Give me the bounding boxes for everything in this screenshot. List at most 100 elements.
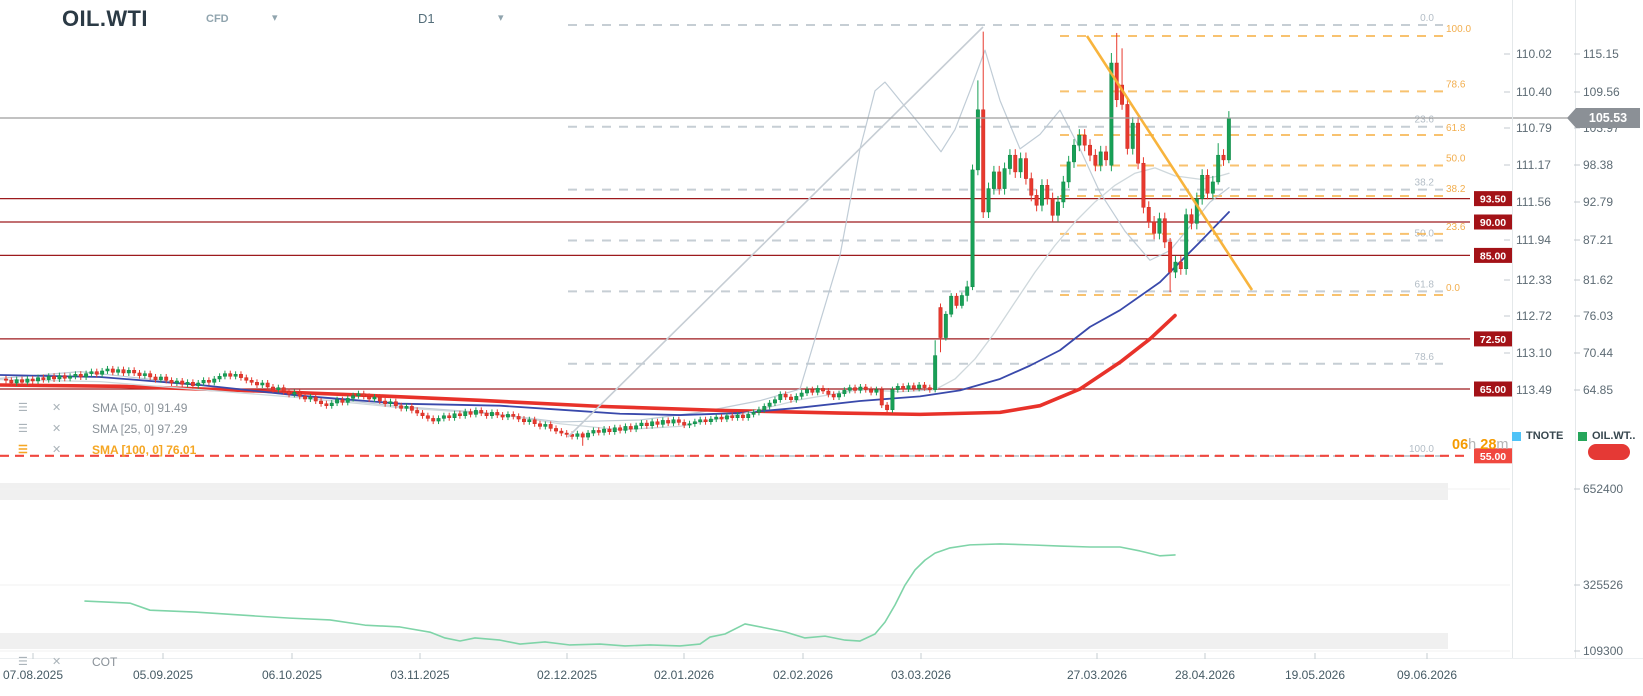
instrument-dropdown-caret-icon[interactable]: ▾	[272, 12, 278, 24]
candle	[730, 415, 735, 418]
candle	[377, 396, 382, 402]
price-level-tag[interactable]	[1474, 247, 1512, 263]
candle	[1141, 162, 1146, 208]
candle	[805, 389, 809, 394]
candle	[511, 414, 516, 417]
candle	[132, 370, 137, 374]
candle	[255, 382, 259, 386]
date-label: 03.11.2025	[390, 668, 449, 682]
tnote-series-legend[interactable]: TNOTE	[1512, 430, 1563, 442]
candle	[1072, 144, 1076, 163]
tnote-series-label: TNOTE	[1526, 430, 1564, 442]
price-level-tag[interactable]	[1474, 214, 1512, 230]
candle	[1162, 218, 1167, 243]
candle	[1050, 198, 1055, 216]
candle	[206, 380, 211, 383]
price-level-tag[interactable]	[1474, 381, 1512, 397]
candle	[62, 375, 67, 379]
price-level-tag[interactable]	[1474, 448, 1512, 464]
cot-legend-label: COT	[92, 655, 118, 669]
date-label: 02.01.2026	[654, 668, 714, 682]
date-label: 09.06.2026	[1397, 668, 1457, 682]
candle	[1082, 134, 1087, 146]
candle	[762, 406, 767, 410]
candle	[351, 395, 356, 399]
candle	[660, 420, 665, 425]
candle	[1013, 154, 1018, 173]
candle	[1221, 154, 1226, 161]
cot-line	[84, 543, 1176, 647]
candle	[1152, 221, 1157, 234]
candle	[719, 416, 724, 420]
axis-tnote-value: 112.72	[1516, 309, 1552, 323]
candle	[975, 109, 980, 171]
candle	[895, 386, 900, 390]
candle	[1173, 261, 1178, 273]
oil-price-button[interactable]	[1588, 444, 1630, 460]
subchart-band	[0, 483, 1448, 500]
candle	[484, 412, 489, 416]
candle	[399, 405, 404, 409]
price-level-tag[interactable]	[1474, 191, 1512, 207]
candle	[1104, 151, 1108, 161]
candle	[874, 389, 879, 393]
candle	[303, 396, 307, 400]
axis-cot-value: 109300	[1583, 644, 1623, 658]
axis-tnote-value: 111.17	[1516, 158, 1551, 172]
candle	[1226, 118, 1231, 161]
candle	[847, 387, 852, 391]
candle	[559, 430, 564, 434]
candle	[361, 393, 366, 397]
indicator-close-icon[interactable]: ✕	[52, 444, 62, 456]
candle	[158, 376, 163, 380]
axis-tnote-value: 111.56	[1516, 195, 1551, 209]
candle	[1002, 168, 1007, 189]
candle	[94, 371, 99, 375]
oil-series-legend[interactable]: OIL.WT..	[1578, 430, 1635, 442]
candle	[89, 371, 94, 374]
candle	[100, 370, 105, 375]
indicator-settings-icon[interactable]: ☰	[18, 656, 28, 668]
trendline-descending[interactable]	[1085, 35, 1254, 291]
candle	[901, 386, 906, 390]
candle	[1130, 122, 1135, 149]
candle	[746, 414, 751, 418]
timeframe-dropdown-caret-icon[interactable]: ▾	[498, 12, 504, 24]
axis-tnote-value: 112.33	[1516, 273, 1552, 287]
candle	[799, 392, 804, 397]
date-label: 28.04.2026	[1175, 668, 1235, 682]
indicator-settings-icon[interactable]: ☰	[18, 444, 28, 456]
candle	[372, 396, 377, 400]
candle	[271, 386, 275, 390]
timeframe-selector[interactable]: D1	[418, 11, 435, 26]
sma-50-line	[0, 211, 1230, 416]
indicator-settings-icon[interactable]: ☰	[18, 423, 28, 435]
indicator-close-icon[interactable]: ✕	[52, 656, 62, 668]
candle	[190, 382, 195, 386]
trendline-ascending[interactable]	[567, 26, 984, 438]
indicator-close-icon[interactable]: ✕	[52, 402, 62, 414]
sma25-legend-label: SMA [25, 0] 97.29	[92, 422, 188, 436]
candle	[180, 380, 185, 385]
candle	[367, 396, 372, 400]
candle	[890, 389, 895, 410]
indicator-settings-icon[interactable]: ☰	[18, 402, 28, 414]
candle	[463, 411, 468, 416]
candle	[943, 313, 948, 338]
oil-series-label: OIL.WT..	[1592, 430, 1636, 442]
countdown-hours: 06	[1452, 437, 1469, 453]
candle	[612, 427, 617, 433]
indicator-close-icon[interactable]: ✕	[52, 423, 62, 435]
axis-cot-value: 652400	[1583, 482, 1623, 496]
price-level-tag[interactable]	[1474, 331, 1512, 347]
candle	[703, 419, 708, 422]
candle	[821, 388, 825, 392]
date-label: 02.02.2026	[773, 668, 833, 682]
candle	[949, 295, 954, 315]
candle	[473, 410, 478, 415]
candle	[1029, 178, 1034, 196]
date-label: 03.03.2026	[891, 668, 951, 682]
candle	[356, 393, 361, 396]
